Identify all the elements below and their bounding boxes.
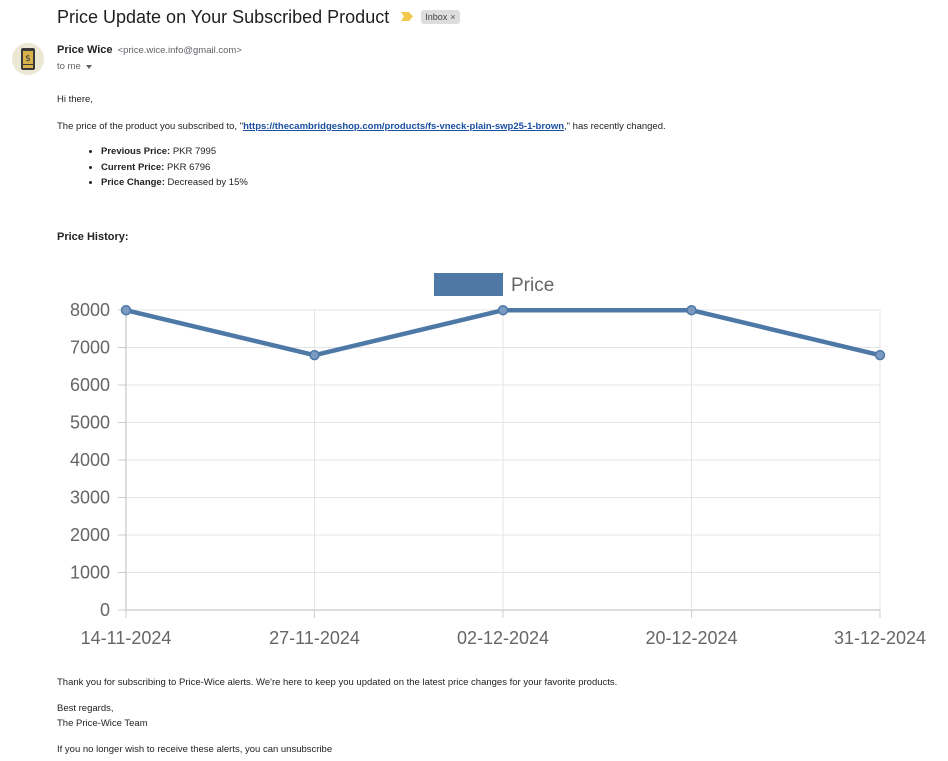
email-subject: Price Update on Your Subscribed Product <box>57 6 390 27</box>
team-signature: The Price-Wice Team <box>57 718 148 729</box>
regards-text: Best regards, <box>57 703 114 714</box>
y-tick-label: 3000 <box>70 488 110 508</box>
thanks-text: Thank you for subscribing to Price-Wice … <box>57 677 618 688</box>
price-history-title: Price History: <box>57 231 129 243</box>
legend-label: Price <box>511 275 554 296</box>
y-tick-label: 5000 <box>70 413 110 433</box>
product-link[interactable]: https://thecambridgeshop.com/products/fs… <box>243 121 565 132</box>
y-tick-label: 1000 <box>70 563 110 583</box>
price-history-chart: 0 1000 2000 3000 4000 5000 6000 7000 8000 14-11-2… <box>70 273 926 648</box>
recipient-text: to me <box>57 61 81 72</box>
intro-after: ," has recently changed. <box>564 121 666 132</box>
x-tick-label: 14-11-2024 <box>81 628 172 648</box>
sender-avatar: $ <box>12 43 44 75</box>
y-tick-label: 6000 <box>70 375 110 395</box>
subject-row: Price Update on Your Subscribed Product … <box>57 5 460 29</box>
x-tick-label: 02-12-2024 <box>457 628 549 648</box>
inbox-label-chip[interactable]: Inbox × <box>421 10 460 24</box>
inbox-label-text: Inbox <box>425 12 448 22</box>
data-point <box>120 304 132 316</box>
y-tick-label: 2000 <box>70 525 110 545</box>
x-tick-label: 20-12-2024 <box>645 628 737 648</box>
data-point <box>686 304 697 316</box>
intro-before: The price of the product you subscribed … <box>57 121 244 132</box>
remove-label-icon[interactable]: × <box>450 12 456 22</box>
greeting: Hi there, <box>57 94 93 105</box>
unsubscribe-text: If you no longer wish to receive these a… <box>57 744 333 755</box>
detail-label: Price Change: <box>101 177 165 188</box>
important-marker-icon[interactable] <box>401 8 414 26</box>
recipient-row[interactable]: to me <box>57 61 92 72</box>
y-tick-label: 7000 <box>70 338 110 358</box>
x-tick-label: 31-12-2024 <box>834 628 926 648</box>
list-item: Current Price: PKR 6796 <box>101 160 248 176</box>
data-point <box>497 304 509 316</box>
y-tick-label: 4000 <box>70 450 110 470</box>
detail-value: Decreased by 15% <box>167 177 248 188</box>
sender-row: Price Wice <price.wice.info@gmail.com> <box>57 44 242 56</box>
x-tick-label: 27-11-2024 <box>269 628 360 648</box>
price-details-list: Previous Price: PKR 7995 Current Price: … <box>57 144 248 191</box>
detail-value: PKR 6796 <box>167 161 211 173</box>
data-point <box>309 349 320 361</box>
legend-swatch <box>434 273 503 296</box>
svg-text:$: $ <box>25 54 31 64</box>
detail-label: Current Price: <box>101 161 165 173</box>
sender-name: Price Wice <box>57 44 113 56</box>
detail-value: PKR 7995 <box>172 146 217 157</box>
intro-paragraph: The price of the product you subscribed … <box>57 121 666 132</box>
data-point <box>874 349 886 361</box>
sender-email: <price.wice.info@gmail.com> <box>117 45 242 56</box>
chevron-down-icon[interactable] <box>85 64 92 69</box>
y-tick-label: 8000 <box>70 300 110 320</box>
detail-label: Previous Price: <box>101 146 171 157</box>
list-item: Price Change: Decreased by 15% <box>101 175 248 191</box>
y-tick-label: 0 <box>100 600 110 620</box>
list-item: Previous Price: PKR 7995 <box>101 144 248 160</box>
